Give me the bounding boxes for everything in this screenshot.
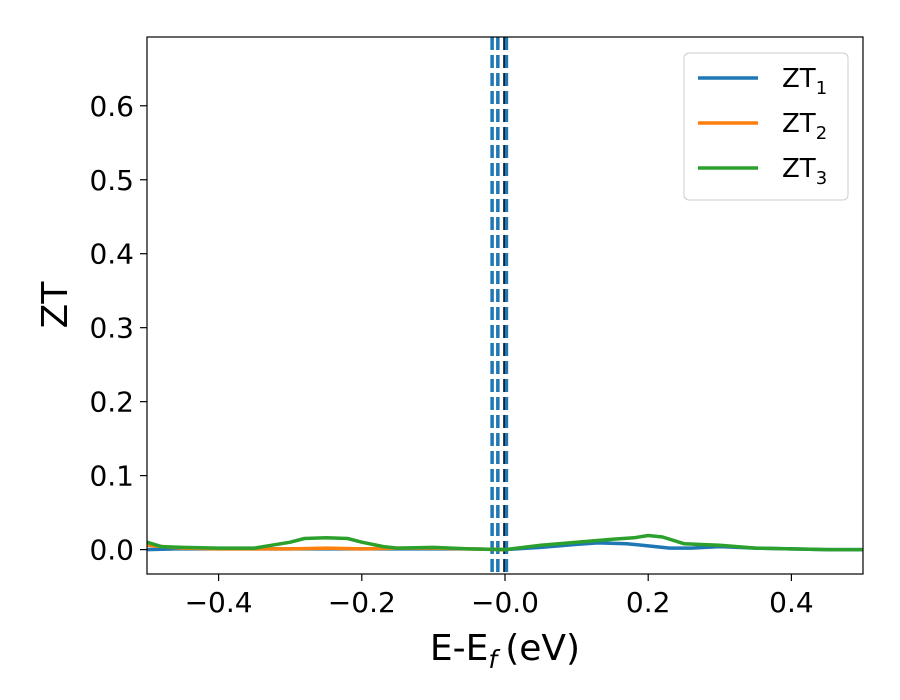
y-tick-label: 0.4	[89, 238, 134, 271]
x-tick-label: 0.2	[626, 586, 671, 619]
x-tick-label: −0.2	[328, 586, 396, 619]
y-tick-label: 0.1	[89, 460, 134, 493]
vertical-reference-lines	[490, 37, 509, 574]
y-tick-label: 0.3	[89, 312, 134, 345]
y-axis: 0.0 0.1 0.2 0.3 0.4 0.5 0.6	[89, 90, 147, 567]
x-tick-label: −0.4	[185, 586, 253, 619]
series-line-zt3	[147, 533, 863, 552]
series-lines	[147, 533, 863, 552]
legend: ZT1 ZT2 ZT3	[683, 52, 849, 201]
y-tick-label: 0.6	[89, 90, 134, 123]
x-tick-label: 0.4	[769, 586, 814, 619]
x-axis-title: E-Ef (eV)	[430, 628, 580, 674]
legend-label-zt2: ZT2	[782, 109, 827, 144]
x-tick-label: −0.0	[471, 586, 539, 619]
legend-label-zt3: ZT3	[782, 154, 827, 189]
y-tick-label: 0.5	[89, 164, 134, 197]
y-tick-label: 0.0	[89, 534, 134, 567]
x-axis: −0.4 −0.2 −0.0 0.2 0.4	[185, 574, 814, 619]
legend-box	[683, 52, 849, 201]
y-tick-label: 0.2	[89, 386, 134, 419]
legend-label-zt1: ZT1	[782, 64, 827, 99]
y-axis-title: ZT	[35, 281, 76, 329]
